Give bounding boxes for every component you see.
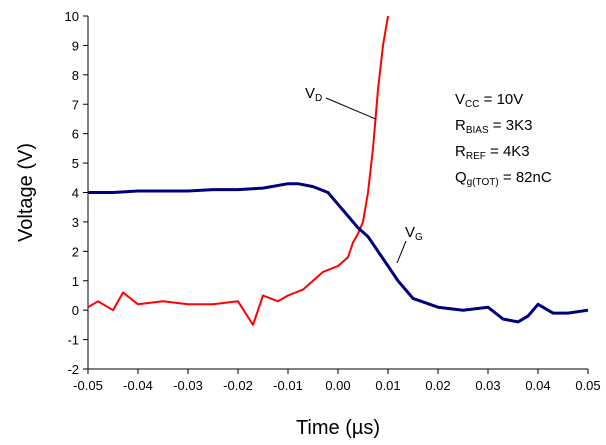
x-tick-label: -0.04 xyxy=(123,378,153,393)
x-tick-label: 0.02 xyxy=(425,378,450,393)
x-tick-label: -0.01 xyxy=(273,378,303,393)
y-axis-title: Voltage (V) xyxy=(15,143,37,242)
y-tick-label: 2 xyxy=(72,244,79,259)
x-axis-title: Time (µs) xyxy=(296,417,380,439)
ticks: -2 -1 0 1 2 3 4 5 6 7 8 9 10 -0.05 -0.04 -0.03 -0.02 -0.0… xyxy=(65,9,601,393)
y-tick-label: 0 xyxy=(72,303,79,318)
series-label-main: V xyxy=(405,224,415,241)
parameter-sub: CC xyxy=(465,99,479,110)
parameter-value: = 3K3 xyxy=(489,117,533,134)
y-tick-label: 6 xyxy=(72,127,79,142)
y-tick-label: 5 xyxy=(72,156,79,171)
x-tick-label: 0.03 xyxy=(475,378,500,393)
y-tick-label: 7 xyxy=(72,97,79,112)
parameter-sub: REF xyxy=(466,151,486,162)
series-label-vd: VD xyxy=(305,85,322,104)
parameter-note: Qg(TOT) = 82nC xyxy=(455,169,552,188)
y-tick-label: 9 xyxy=(72,38,79,53)
series-line-vg xyxy=(88,182,589,324)
x-tick-label: -0.03 xyxy=(173,378,203,393)
parameter-value: = 4K3 xyxy=(486,143,530,160)
series-leader-line xyxy=(396,240,407,264)
y-tick-label: 1 xyxy=(72,274,79,289)
y-tick-label: 8 xyxy=(72,68,79,83)
parameter-value: = 10V xyxy=(479,91,523,108)
y-tick-label: 10 xyxy=(65,9,79,24)
parameter-main: R xyxy=(455,117,466,134)
series-label-sub: D xyxy=(315,93,322,104)
x-tick-label: -0.05 xyxy=(73,378,103,393)
y-tick-label: -2 xyxy=(67,362,79,377)
x-tick-label: 0.00 xyxy=(325,378,350,393)
parameter-note: RREF = 4K3 xyxy=(455,143,530,162)
series-label-sub: G xyxy=(415,232,423,243)
parameter-note: RBIAS = 3K3 xyxy=(455,117,532,136)
x-tick-label: 0.01 xyxy=(375,378,400,393)
series-line-vd xyxy=(87,15,389,326)
x-tick-label: 0.04 xyxy=(525,378,550,393)
x-tick-label: -0.02 xyxy=(223,378,253,393)
parameter-sub: BIAS xyxy=(466,125,489,136)
parameter-main: V xyxy=(455,91,465,108)
y-tick-label: 4 xyxy=(72,186,79,201)
y-tick-label: 3 xyxy=(72,215,79,230)
series-label-vg: VG xyxy=(405,224,423,243)
series-label-main: V xyxy=(305,85,315,102)
parameter-sub: g(TOT) xyxy=(467,177,499,188)
series-leader-line xyxy=(325,97,376,120)
y-tick-label: -1 xyxy=(67,333,79,348)
parameter-main: Q xyxy=(455,169,467,186)
x-tick-label: 0.05 xyxy=(575,378,600,393)
parameter-main: R xyxy=(455,143,466,160)
parameter-note: VCC = 10V xyxy=(455,91,523,110)
parameter-value: = 82nC xyxy=(499,169,552,186)
series-group xyxy=(87,15,589,326)
